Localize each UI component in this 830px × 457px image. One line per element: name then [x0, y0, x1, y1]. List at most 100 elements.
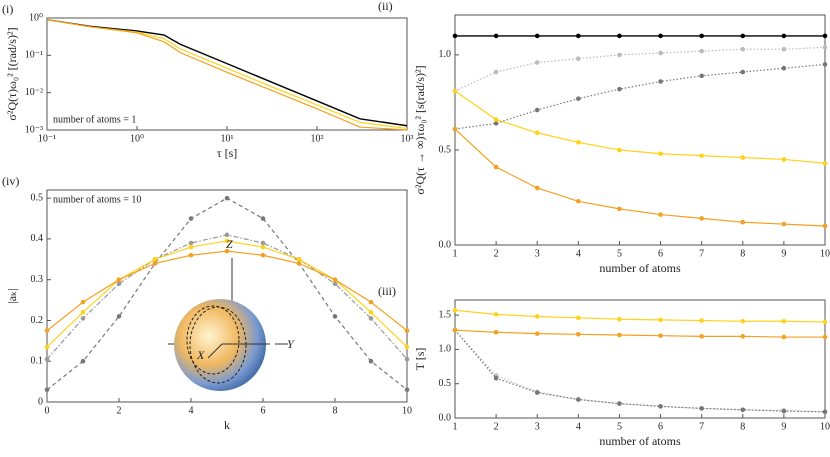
- data-point: [493, 33, 499, 39]
- data-point: [452, 327, 458, 333]
- y-tick-label: 1.5: [439, 309, 452, 320]
- data-point: [658, 317, 663, 323]
- panel-label: (ii): [378, 0, 393, 13]
- data-point: [781, 318, 787, 324]
- annotation: number of atoms = 10: [53, 194, 141, 205]
- sphere: [174, 299, 266, 391]
- y-tick-label: 10⁻¹: [25, 50, 43, 61]
- inset-sphere: Z X Y: [168, 237, 295, 391]
- data-point: [781, 157, 787, 162]
- data-point: [658, 151, 663, 157]
- data-point: [493, 121, 499, 126]
- x-tick-label: 4: [576, 248, 581, 259]
- data-point: [699, 33, 704, 39]
- series-line: [46, 19, 408, 131]
- data-point: [534, 130, 540, 136]
- data-point: [44, 356, 50, 362]
- plot-frame: [454, 14, 826, 246]
- x-tick-label: 6: [658, 421, 663, 432]
- y-tick-label: 0.1: [31, 356, 44, 367]
- data-point: [617, 316, 622, 322]
- data-point: [152, 261, 158, 266]
- x-tick-label: 10: [820, 421, 830, 432]
- data-point: [452, 88, 458, 94]
- data-point: [80, 358, 86, 364]
- x-axis-label: number of atoms: [599, 261, 681, 275]
- data-point: [534, 390, 540, 395]
- data-point: [576, 332, 581, 337]
- y-axis-label: σ²Q(τ → ∞)τω₀² [s(rad/s)²]: [413, 65, 427, 194]
- y-tick-label: 0.2: [31, 315, 44, 326]
- x-axis-label: number of atoms: [599, 434, 681, 448]
- y-tick-label: 0.0: [439, 239, 452, 250]
- data-point: [534, 60, 540, 65]
- x-tick-label: 3: [535, 421, 540, 432]
- series-line: [46, 19, 408, 130]
- data-point: [740, 33, 746, 39]
- data-point: [44, 328, 50, 333]
- panel-label: (i): [2, 2, 13, 16]
- y-axis-label: σ²Q(τ)ω₀² [(rad/s)²]: [5, 27, 19, 120]
- y-tick-label: 0.0: [439, 412, 452, 423]
- x-tick-label: 10: [820, 248, 830, 259]
- data-point: [260, 244, 266, 250]
- data-point: [116, 314, 122, 319]
- data-point: [576, 96, 581, 101]
- data-point: [368, 310, 374, 315]
- data-point: [699, 318, 704, 323]
- data-point: [822, 45, 828, 50]
- data-point: [699, 216, 704, 221]
- data-point: [404, 344, 410, 350]
- data-point: [368, 316, 374, 321]
- y-tick-label: 0: [38, 396, 43, 407]
- data-point: [781, 408, 787, 414]
- data-point: [152, 257, 158, 262]
- x-tick-label: 1: [453, 248, 458, 259]
- data-point: [822, 319, 828, 325]
- data-point: [224, 238, 230, 244]
- data-point: [822, 409, 828, 415]
- data-point: [260, 240, 266, 246]
- x-tick-label: 8: [333, 405, 338, 416]
- x-tick-label: 10⁰: [130, 133, 144, 144]
- data-point: [781, 221, 787, 227]
- data-point: [260, 252, 266, 258]
- data-point: [699, 406, 704, 411]
- y-tick-label: 0.5: [31, 192, 44, 203]
- data-point: [80, 316, 86, 321]
- x-tick-label: 8: [740, 248, 745, 259]
- data-point: [576, 315, 581, 321]
- data-point: [576, 397, 581, 402]
- data-point: [188, 240, 194, 246]
- data-point: [224, 195, 230, 201]
- x-axis: [207, 343, 223, 359]
- data-point: [658, 79, 663, 84]
- data-point: [404, 356, 410, 362]
- x-tick-label: 2: [494, 421, 499, 432]
- plot-frame: [46, 17, 408, 131]
- x-tick-label: 7: [699, 248, 704, 259]
- x-tick-label: 10²: [311, 133, 324, 144]
- data-point: [781, 65, 787, 71]
- x-tick-label: 9: [781, 248, 786, 259]
- data-point: [368, 358, 374, 364]
- x-tick-label: 1: [453, 421, 458, 432]
- data-point: [534, 33, 540, 39]
- data-point: [296, 261, 302, 266]
- data-point: [576, 56, 581, 62]
- x-tick-label: 7: [699, 421, 704, 432]
- data-point: [44, 344, 50, 350]
- x-tick-label: 6: [658, 248, 663, 259]
- data-point: [224, 232, 230, 238]
- data-point: [740, 407, 746, 413]
- y-tick-label: 10⁻²: [25, 87, 43, 98]
- data-point: [740, 219, 746, 225]
- x-tick-label: 10³: [401, 133, 414, 144]
- data-point: [188, 216, 194, 221]
- data-point: [404, 387, 410, 393]
- data-point: [332, 314, 338, 319]
- data-point: [368, 299, 374, 305]
- data-point: [534, 314, 540, 319]
- data-point: [617, 33, 622, 39]
